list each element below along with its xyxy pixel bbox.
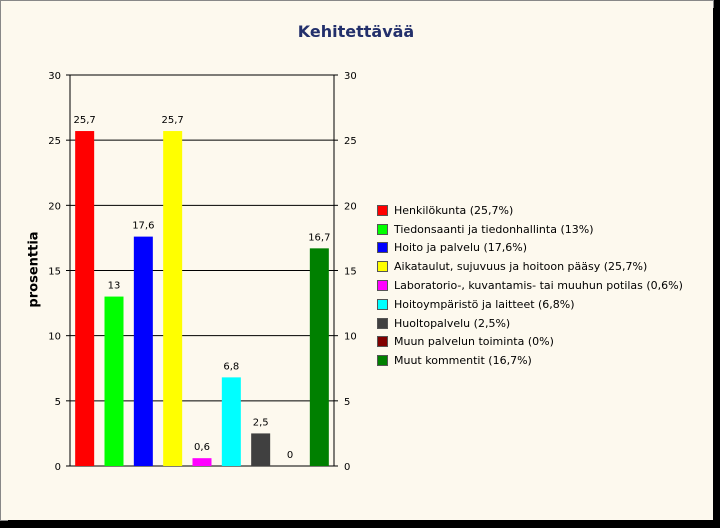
legend-label: Henkilökunta (25,7%) — [394, 203, 514, 217]
legend-swatch — [377, 355, 388, 367]
y-tick-label-left: 30 — [48, 71, 61, 82]
legend-swatch — [377, 261, 388, 273]
legend-label: Muun palvelun toiminta (0%) — [394, 335, 554, 349]
legend-item: Hoitoympäristö ja laitteet (6,8%) — [377, 295, 683, 314]
bar-value-label: 2,5 — [253, 417, 269, 428]
legend-label: Tiedonsaanti ja tiedonhallinta (13%) — [394, 222, 594, 236]
legend-swatch — [377, 298, 388, 310]
y-tick-label-left: 10 — [48, 332, 61, 343]
y-tick-label-right: 25 — [344, 136, 357, 147]
legend-swatch — [377, 242, 388, 254]
bar-value-label: 16,7 — [308, 232, 330, 243]
chart-title: Kehitettävää — [297, 22, 415, 41]
y-tick-label-right: 5 — [344, 397, 350, 408]
bar-value-label: 25,7 — [162, 115, 184, 126]
legend-label: Hoito ja palvelu (17,6%) — [394, 241, 527, 255]
legend-label: Laboratorio-, kuvantamis- tai muuhun pot… — [394, 279, 683, 293]
y-tick-label-left: 15 — [48, 267, 61, 278]
legend-swatch — [377, 223, 388, 235]
legend-swatch — [377, 317, 388, 329]
legend-item: Laboratorio-, kuvantamis- tai muuhun pot… — [377, 276, 683, 295]
legend-item: Huoltopalvelu (2,5%) — [377, 314, 683, 333]
bar — [309, 248, 329, 466]
y-tick-label-right: 0 — [344, 462, 350, 473]
bar — [221, 377, 241, 466]
legend-label: Muut kommentit (16,7%) — [394, 354, 532, 368]
y-tick-label-left: 20 — [48, 201, 61, 212]
bar — [75, 131, 95, 466]
y-axis-label: prosenttia — [26, 231, 42, 308]
legend-item: Henkilökunta (25,7%) — [377, 201, 683, 220]
y-tick-label-left: 5 — [55, 397, 61, 408]
bar — [192, 458, 212, 466]
y-tick-label-left: 25 — [48, 136, 61, 147]
legend-swatch — [377, 336, 388, 348]
bar-value-label: 17,6 — [132, 221, 154, 232]
bar — [163, 131, 183, 466]
bar-value-label: 6,8 — [223, 361, 239, 372]
bar — [104, 296, 124, 466]
legend: Henkilökunta (25,7%) Tiedonsaanti ja tied… — [377, 201, 683, 370]
bar-value-label: 25,7 — [74, 115, 96, 126]
legend-label: Hoitoympäristö ja laitteet (6,8%) — [394, 297, 575, 311]
y-tick-label-right: 30 — [344, 71, 357, 82]
bar-value-label: 0,6 — [194, 442, 210, 453]
y-tick-label-right: 15 — [344, 267, 357, 278]
legend-label: Aikataulut, sujuvuus ja hoitoon pääsy (2… — [394, 260, 648, 274]
legend-swatch — [377, 204, 388, 216]
legend-swatch — [377, 280, 388, 292]
frame-shadow-right — [713, 8, 720, 528]
bar-chart: 0 0 5 5 10 10 15 15 20 20 25 25 30 30 25,7 13 17,6 25,7 0,… — [48, 71, 357, 473]
legend-item: Muun palvelun toiminta (0%) — [377, 333, 683, 352]
legend-item: Tiedonsaanti ja tiedonhallinta (13%) — [377, 220, 683, 239]
legend-item: Hoito ja palvelu (17,6%) — [377, 239, 683, 258]
legend-item: Muut kommentit (16,7%) — [377, 351, 683, 370]
legend-label: Huoltopalvelu (2,5%) — [394, 316, 511, 330]
bar-value-label: 0 — [287, 450, 293, 461]
y-tick-label-left: 0 — [55, 462, 61, 473]
frame-shadow-bottom — [8, 520, 720, 528]
bar — [251, 433, 271, 466]
bar — [133, 236, 153, 466]
legend-item: Aikataulut, sujuvuus ja hoitoon pääsy (2… — [377, 257, 683, 276]
bar-value-label: 13 — [108, 281, 121, 292]
y-tick-label-right: 20 — [344, 201, 357, 212]
y-tick-label-right: 10 — [344, 332, 357, 343]
